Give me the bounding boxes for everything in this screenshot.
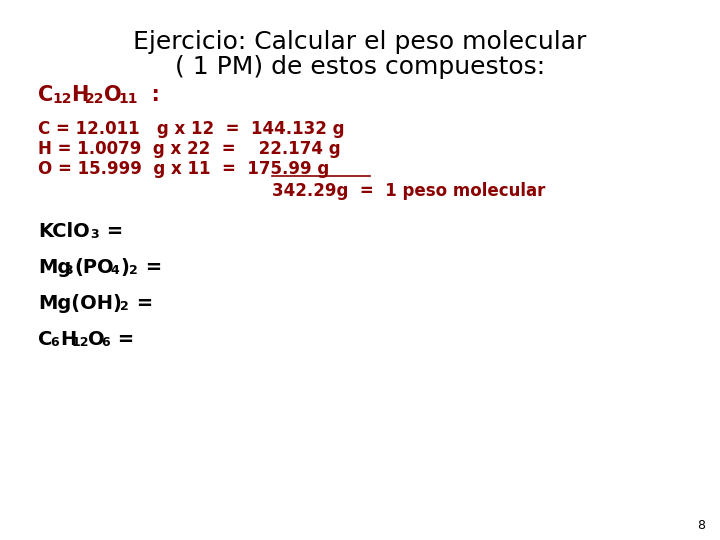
Text: 342.29g  =  1 peso molecular: 342.29g = 1 peso molecular [272,182,545,200]
Text: 3: 3 [90,228,99,241]
Text: KClO: KClO [38,222,90,241]
Text: H: H [60,330,76,349]
Text: 12: 12 [72,336,89,349]
Text: O = 15.999  g x 11  =  175.99 g: O = 15.999 g x 11 = 175.99 g [38,160,329,178]
Text: H = 1.0079  g x 22  =    22.174 g: H = 1.0079 g x 22 = 22.174 g [38,140,341,158]
Text: 11: 11 [118,92,138,106]
Text: H: H [71,85,89,105]
Text: 6: 6 [101,336,109,349]
Text: 3: 3 [64,264,73,277]
Text: C: C [38,330,53,349]
Text: =: = [130,294,153,313]
Text: ): ) [120,258,129,277]
Text: O: O [88,330,104,349]
Text: =: = [111,330,134,349]
Text: (PO: (PO [74,258,114,277]
Text: 8: 8 [697,519,705,532]
Text: 12: 12 [52,92,71,106]
Text: 22: 22 [85,92,104,106]
Text: ( 1 PM) de estos compuestos:: ( 1 PM) de estos compuestos: [175,55,545,79]
Text: 2: 2 [129,264,138,277]
Text: =: = [100,222,123,241]
Text: Ejercicio: Calcular el peso molecular: Ejercicio: Calcular el peso molecular [133,30,587,54]
Text: 6: 6 [50,336,58,349]
Text: C = 12.011   g x 12  =  144.132 g: C = 12.011 g x 12 = 144.132 g [38,120,344,138]
Text: C: C [38,85,53,105]
Text: 4: 4 [110,264,119,277]
Text: Mg: Mg [38,258,71,277]
Text: :: : [137,85,160,105]
Text: 2: 2 [120,300,129,313]
Text: O: O [104,85,122,105]
Text: =: = [139,258,162,277]
Text: Mg(OH): Mg(OH) [38,294,122,313]
